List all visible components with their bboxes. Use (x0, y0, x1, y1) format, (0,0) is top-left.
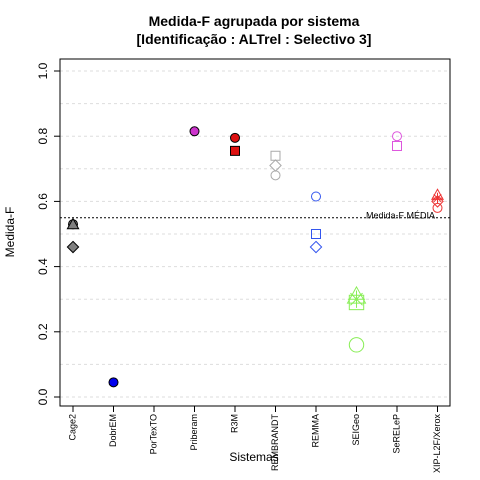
data-point-diamond (269, 159, 282, 172)
plot-frame (59, 58, 451, 407)
y-tick-label: 0.8 (36, 128, 50, 145)
data-point-diamond (66, 240, 80, 254)
data-point-circle (108, 377, 119, 388)
x-tick-label: REMMA (310, 414, 320, 448)
y-tick-label: 0.6 (36, 193, 50, 210)
data-point-triangle (66, 217, 80, 230)
data-point-asterisk (432, 192, 443, 204)
data-point-square (392, 140, 402, 151)
y-tick-label: 0.4 (36, 258, 50, 275)
data-point-circle (230, 132, 240, 143)
data-point-circle (270, 170, 281, 181)
grid-lines (60, 70, 450, 398)
data-point-circle (189, 126, 200, 137)
chart-title-line2: [Identificação : ALTrel : Selectivo 3] (137, 31, 372, 47)
data-point-square (311, 229, 321, 239)
data-point-circle (348, 337, 365, 353)
x-tick-label: XIP-L2F/Xerox (432, 414, 442, 474)
data-point-diamond (309, 240, 323, 254)
data-point-square (348, 294, 365, 311)
data-point-circle (392, 131, 402, 142)
data-points (66, 126, 444, 388)
y-tick-label: 0.0 (36, 388, 50, 405)
data-point-square (270, 150, 281, 161)
y-tick-label: 0.2 (36, 323, 50, 340)
x-tick-label: SEIGeo (351, 414, 361, 446)
x-tick-label: REMBRANDT (270, 414, 280, 472)
y-axis-label: Medida-F (3, 207, 17, 258)
x-tick-label: PorTexTO (148, 414, 158, 454)
chart-title-line1: Medida-F agrupada por sistema (149, 13, 360, 29)
y-tick-label: 1.0 (36, 62, 50, 79)
x-tick-label: DobrEM (108, 414, 118, 447)
data-point-square (230, 145, 240, 156)
reference-line-label: Medida-F MÉDIA (366, 211, 435, 221)
data-point-circle (432, 202, 443, 213)
x-tick-label: Cage2 (67, 414, 77, 441)
data-point-diamond (431, 195, 444, 208)
x-tick-label: Priberam (189, 414, 199, 451)
x-axis: Cage2 DobrEM PorTexTO Priberam R3M REMBRANDT R… (67, 406, 442, 473)
data-point-circle (311, 191, 321, 202)
x-axis-label: Sistemas (229, 450, 278, 464)
x-tick-label: R3M (229, 414, 239, 433)
data-point-asterisk (347, 290, 366, 308)
y-axis: 0.0 0.2 0.4 0.6 0.8 1.0 (36, 62, 60, 405)
x-tick-label: SeRELeP (391, 414, 401, 454)
